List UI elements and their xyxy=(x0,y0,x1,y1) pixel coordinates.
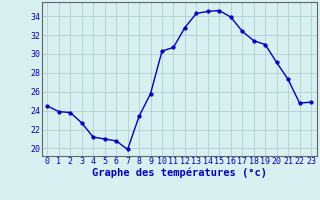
X-axis label: Graphe des températures (°c): Graphe des températures (°c) xyxy=(92,168,267,178)
